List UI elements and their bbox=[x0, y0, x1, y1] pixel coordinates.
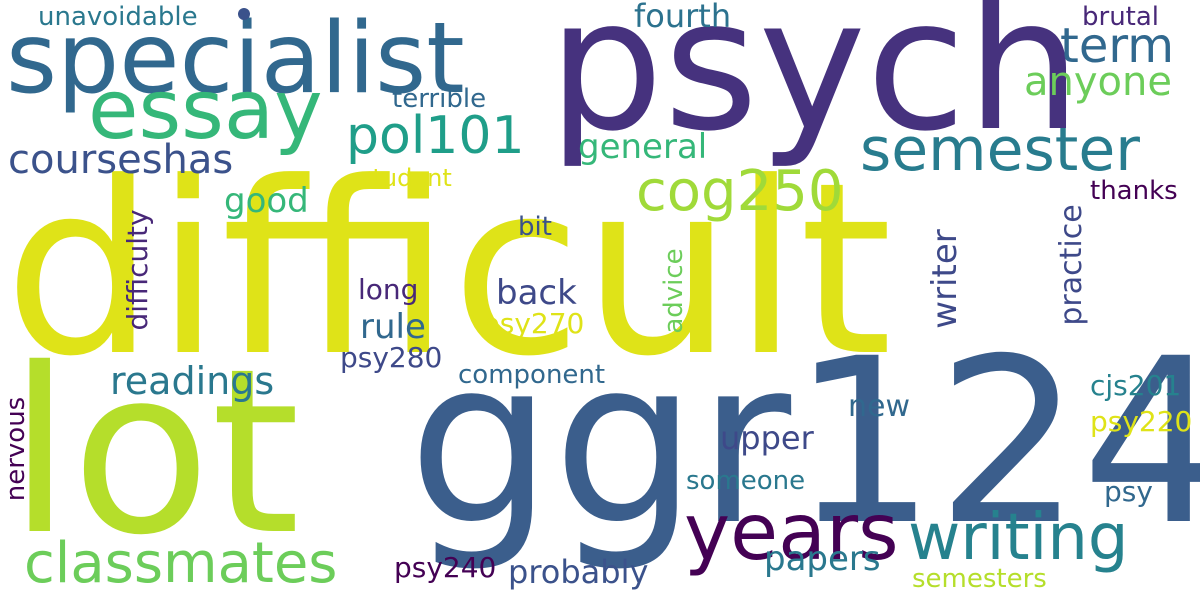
word-fourth: fourth bbox=[634, 0, 732, 35]
word-practice: practice bbox=[1054, 204, 1089, 326]
word-long: long bbox=[358, 273, 419, 306]
word-difficult: difficult bbox=[4, 132, 893, 409]
word-component: component bbox=[458, 360, 606, 390]
word-pol101: pol101 bbox=[346, 106, 525, 166]
word-thanks: thanks bbox=[1090, 176, 1178, 206]
word-psy280: psy280 bbox=[340, 341, 443, 374]
word-psy: psy bbox=[1104, 475, 1153, 508]
word-new: new bbox=[848, 389, 911, 424]
word-classmates: classmates bbox=[24, 531, 338, 596]
word-good: good bbox=[224, 181, 309, 221]
word-difficulty: difficulty bbox=[121, 209, 154, 331]
word-someone: someone bbox=[686, 466, 806, 496]
word-student: student bbox=[360, 164, 452, 192]
word-upper: upper bbox=[720, 419, 814, 457]
word-psy270: psy270 bbox=[482, 307, 585, 340]
word-semester: semester bbox=[860, 115, 1140, 185]
word-writer: writer bbox=[925, 229, 965, 329]
word-advice: advice bbox=[659, 248, 689, 334]
word-semesters: semesters bbox=[912, 564, 1047, 594]
word-years: years bbox=[684, 488, 899, 578]
word-psy240: psy240 bbox=[394, 551, 497, 584]
word-lot: lot bbox=[8, 319, 301, 585]
word-unavoidable: unavoidable bbox=[38, 2, 198, 32]
word-papers: papers bbox=[764, 539, 881, 579]
word-term: term bbox=[1060, 18, 1174, 74]
word-nervous: nervous bbox=[1, 396, 31, 502]
word-cog250: cog250 bbox=[636, 159, 844, 224]
word-psy220: psy220 bbox=[1090, 405, 1193, 438]
word-dot bbox=[238, 8, 250, 20]
word-specialist: specialist bbox=[6, 2, 465, 116]
word-cjs201: cjs201 bbox=[1090, 369, 1182, 402]
word-rule: rule bbox=[360, 307, 426, 347]
word-terrible: terrible bbox=[392, 84, 487, 114]
word-back: back bbox=[496, 273, 577, 313]
word-bit: bit bbox=[518, 212, 552, 242]
word-ggr124: ggr124 bbox=[408, 309, 1200, 575]
word-anyone: anyone bbox=[1024, 59, 1172, 105]
word-readings: readings bbox=[110, 359, 275, 403]
word-probably: probably bbox=[508, 553, 649, 591]
word-brutal: brutal bbox=[1082, 2, 1160, 32]
word-psych: psych bbox=[548, 0, 1082, 171]
word-general: general bbox=[578, 127, 708, 167]
word-courseshas: courseshas bbox=[8, 137, 234, 183]
word-essay: essay bbox=[88, 63, 323, 158]
word-writing: writing bbox=[908, 501, 1129, 575]
